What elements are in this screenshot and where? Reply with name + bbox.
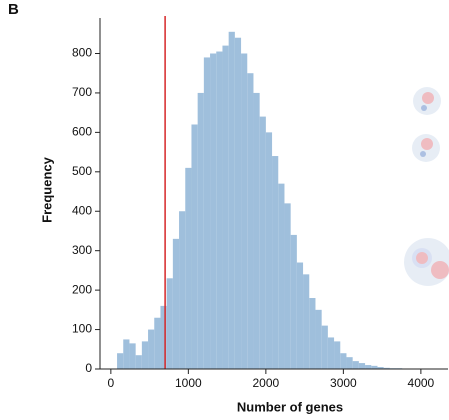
bar [228,31,235,369]
bar [377,367,384,369]
bar [234,37,242,369]
bar [247,73,254,369]
bar [222,45,229,369]
cell-icon [416,252,428,264]
bar [340,353,347,369]
y-tick-label: 100 [72,322,92,336]
bar [203,57,211,369]
bar [148,329,155,369]
bar [216,51,223,370]
cell-icon [431,261,449,279]
bar [346,357,353,369]
bar [352,361,359,369]
bar [358,363,366,369]
bar [365,365,372,369]
y-tick-label: 300 [72,243,92,257]
bar [141,341,149,369]
bar [179,211,186,369]
bar [272,156,279,369]
y-tick-label: 600 [72,125,92,139]
panel-label: B [8,1,19,18]
bar [309,298,316,369]
bar [160,305,167,369]
bar [185,167,192,369]
bar [290,234,297,369]
y-tick-label: 0 [85,361,92,375]
bar [191,124,198,369]
bar [253,92,260,369]
bar [210,53,217,369]
bar [197,92,204,369]
x-tick-label: 0 [108,376,115,390]
bar [129,343,136,369]
y-axis-label: Frequency [39,156,54,223]
bar [284,203,291,369]
cell-icon [422,92,434,104]
bar [371,365,378,369]
bar [123,339,130,369]
x-tick-label: 1000 [175,376,202,390]
y-tick-label: 500 [72,164,92,178]
bar [117,353,124,369]
x-axis-label: Number of genes [237,399,343,414]
cell-icon [421,138,433,150]
cell-icon [420,151,426,157]
bar [278,183,285,369]
y-tick-label: 400 [72,203,92,217]
bar [172,238,180,369]
y-tick-label: 700 [72,85,92,99]
bar [135,355,142,369]
x-tick-label: 2000 [253,376,280,390]
bar [241,53,248,369]
bar [315,309,322,369]
bar [265,132,273,369]
bar [166,278,173,369]
bar [303,274,310,369]
cell-icon [421,105,427,111]
bar [259,116,266,369]
bar [327,337,335,369]
bar [383,367,390,369]
bar [321,325,328,369]
x-tick-label: 4000 [408,376,435,390]
y-tick-label: 800 [72,46,92,60]
bar [296,262,304,369]
bar [154,317,161,369]
y-tick-label: 200 [72,282,92,296]
cell-icons [404,87,449,286]
x-tick-label: 3000 [330,376,357,390]
bar [334,341,341,369]
